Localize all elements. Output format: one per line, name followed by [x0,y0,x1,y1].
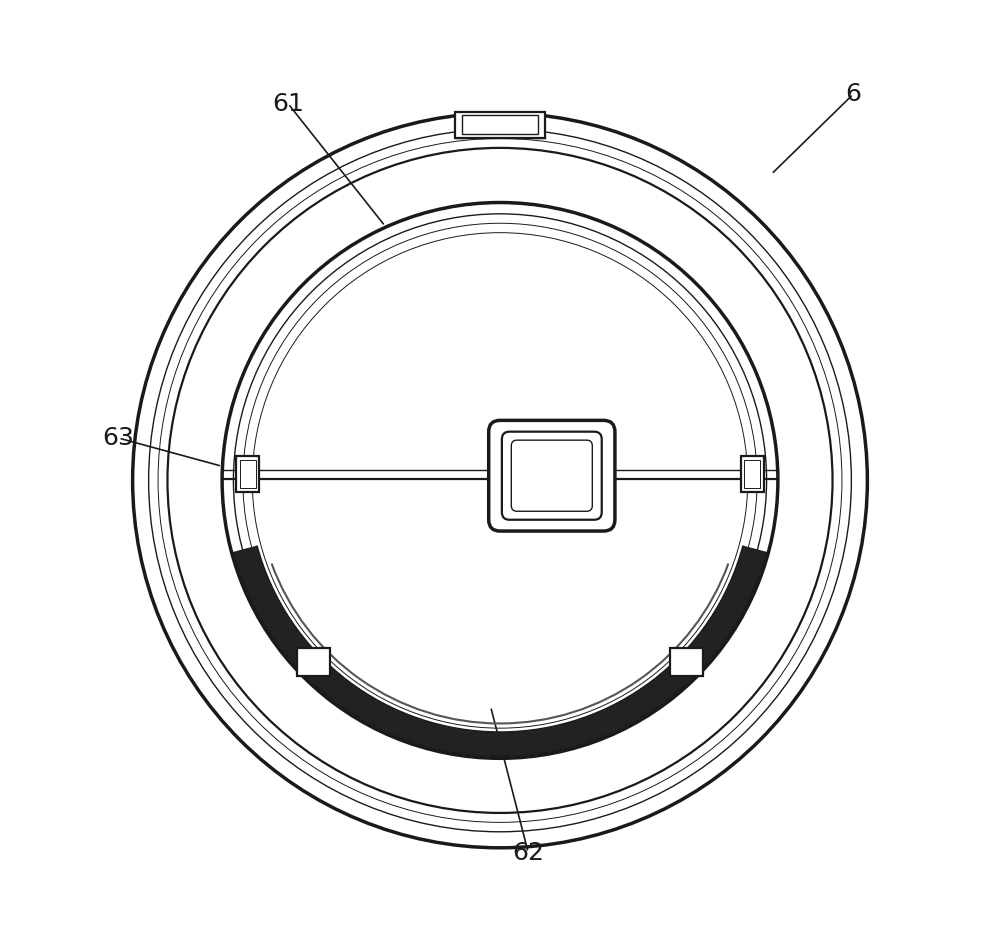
Text: 61: 61 [272,91,304,116]
Text: 63: 63 [103,426,134,450]
Bar [297,648,330,676]
Bar [744,461,760,488]
Bar [240,461,256,488]
Bar [462,115,538,134]
Bar [236,457,259,492]
FancyBboxPatch shape [489,420,615,531]
Bar [670,648,703,676]
Polygon shape [233,545,767,756]
Bar [455,112,545,138]
FancyBboxPatch shape [511,440,592,512]
Bar [741,457,764,492]
FancyBboxPatch shape [502,431,602,520]
Text: 62: 62 [512,840,544,865]
Text: 6: 6 [845,82,861,106]
